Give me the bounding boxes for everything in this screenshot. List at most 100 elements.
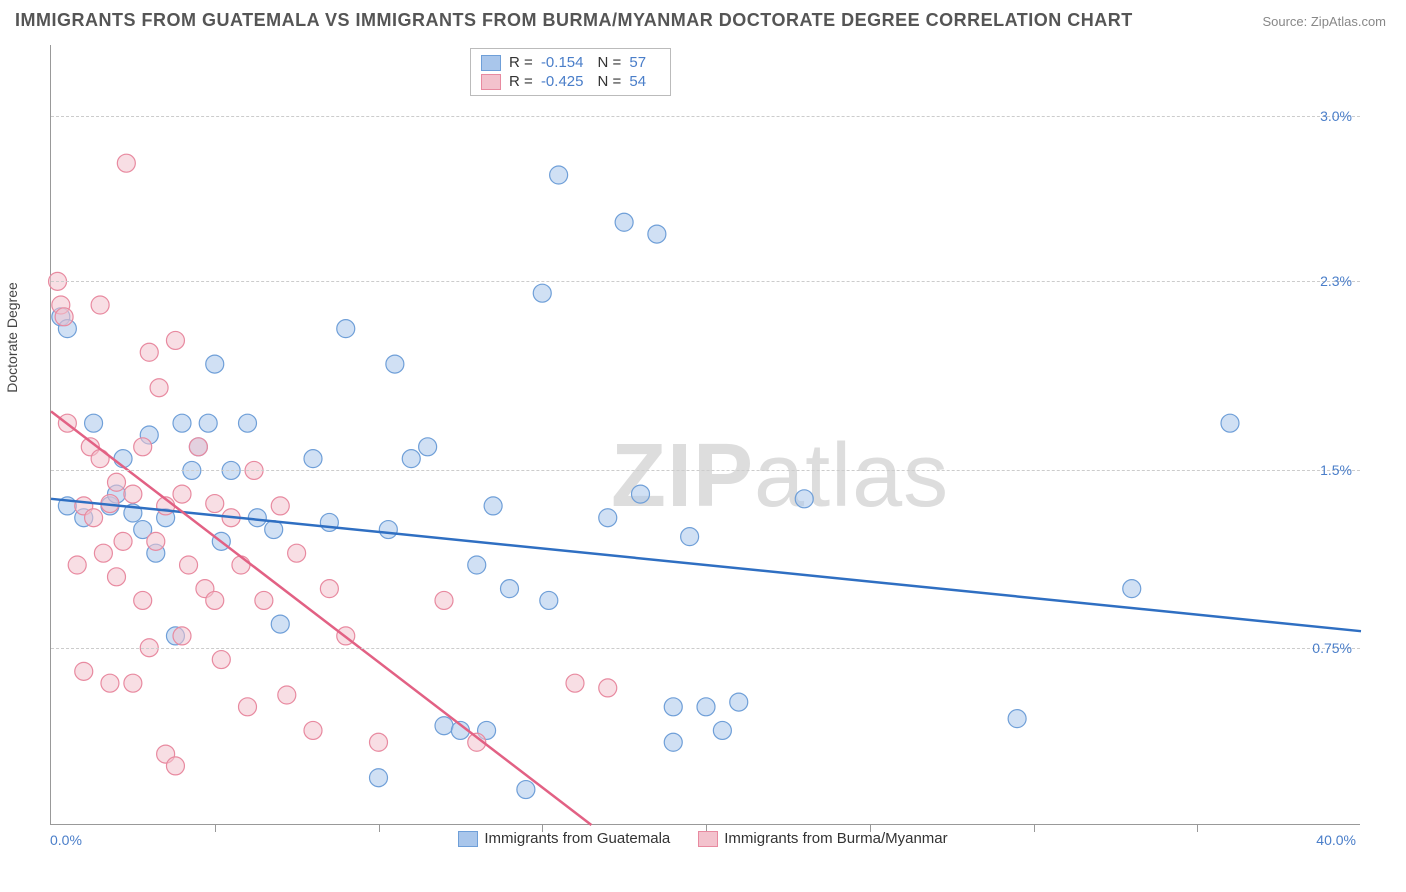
data-point bbox=[271, 497, 289, 515]
data-point bbox=[114, 450, 132, 468]
data-point bbox=[550, 166, 568, 184]
data-point bbox=[140, 343, 158, 361]
data-point bbox=[304, 450, 322, 468]
data-point bbox=[435, 717, 453, 735]
data-point bbox=[94, 544, 112, 562]
data-point bbox=[147, 532, 165, 550]
data-point bbox=[124, 674, 142, 692]
data-point bbox=[173, 485, 191, 503]
data-point bbox=[386, 355, 404, 373]
data-point bbox=[540, 591, 558, 609]
data-point bbox=[232, 556, 250, 574]
data-point bbox=[206, 495, 224, 513]
data-point bbox=[150, 379, 168, 397]
chart-title: IMMIGRANTS FROM GUATEMALA VS IMMIGRANTS … bbox=[15, 10, 1133, 31]
y-tick-label: 0.75% bbox=[1312, 640, 1352, 656]
data-point bbox=[320, 580, 338, 598]
data-point bbox=[566, 674, 584, 692]
series-legend-item: Immigrants from Burma/Myanmar bbox=[698, 830, 947, 847]
legend-swatch bbox=[481, 55, 501, 71]
data-point bbox=[517, 781, 535, 799]
data-point bbox=[239, 698, 257, 716]
data-point bbox=[288, 544, 306, 562]
y-tick-label: 2.3% bbox=[1320, 273, 1352, 289]
data-point bbox=[632, 485, 650, 503]
data-point bbox=[304, 721, 322, 739]
plot-area: ZIPatlas 0.75%1.5%2.3%3.0% bbox=[50, 45, 1360, 825]
data-point bbox=[1008, 710, 1026, 728]
data-point bbox=[664, 733, 682, 751]
y-axis-label: Doctorate Degree bbox=[4, 282, 20, 393]
data-point bbox=[124, 485, 142, 503]
series-legend: Immigrants from Guatemala Immigrants from… bbox=[0, 830, 1406, 851]
gridline bbox=[51, 116, 1360, 117]
data-point bbox=[173, 414, 191, 432]
data-point bbox=[337, 320, 355, 338]
correlation-legend: R = -0.154N = 57R = -0.425N = 54 bbox=[470, 48, 671, 96]
data-point bbox=[730, 693, 748, 711]
data-point bbox=[379, 521, 397, 539]
data-point bbox=[648, 225, 666, 243]
data-point bbox=[248, 509, 266, 527]
data-point bbox=[189, 438, 207, 456]
gridline bbox=[51, 470, 1360, 471]
data-point bbox=[664, 698, 682, 716]
legend-swatch bbox=[698, 831, 718, 847]
trend-line bbox=[51, 411, 591, 825]
legend-swatch bbox=[458, 831, 478, 847]
data-point bbox=[697, 698, 715, 716]
data-point bbox=[271, 615, 289, 633]
data-point bbox=[239, 414, 257, 432]
data-point bbox=[108, 473, 126, 491]
data-point bbox=[599, 509, 617, 527]
data-point bbox=[501, 580, 519, 598]
data-point bbox=[468, 556, 486, 574]
data-point bbox=[1123, 580, 1141, 598]
data-point bbox=[68, 556, 86, 574]
data-point bbox=[114, 532, 132, 550]
data-point bbox=[134, 591, 152, 609]
data-point bbox=[255, 591, 273, 609]
data-point bbox=[795, 490, 813, 508]
gridline bbox=[51, 648, 1360, 649]
series-legend-item: Immigrants from Guatemala bbox=[458, 830, 670, 847]
data-point bbox=[435, 591, 453, 609]
data-point bbox=[206, 355, 224, 373]
legend-row: R = -0.425N = 54 bbox=[481, 72, 660, 91]
data-point bbox=[108, 568, 126, 586]
legend-swatch bbox=[481, 74, 501, 90]
data-point bbox=[278, 686, 296, 704]
data-point bbox=[85, 414, 103, 432]
data-point bbox=[180, 556, 198, 574]
gridline bbox=[51, 281, 1360, 282]
series-name: Immigrants from Guatemala bbox=[484, 830, 670, 847]
data-point bbox=[117, 154, 135, 172]
data-point bbox=[212, 651, 230, 669]
data-point bbox=[75, 662, 93, 680]
y-tick-label: 1.5% bbox=[1320, 462, 1352, 478]
data-point bbox=[713, 721, 731, 739]
data-point bbox=[101, 674, 119, 692]
data-point bbox=[85, 509, 103, 527]
series-name: Immigrants from Burma/Myanmar bbox=[724, 830, 947, 847]
data-point bbox=[265, 521, 283, 539]
data-point bbox=[370, 769, 388, 787]
data-point bbox=[615, 213, 633, 231]
data-point bbox=[166, 757, 184, 775]
data-point bbox=[484, 497, 502, 515]
data-point bbox=[370, 733, 388, 751]
data-point bbox=[55, 308, 73, 326]
data-point bbox=[166, 331, 184, 349]
data-point bbox=[419, 438, 437, 456]
chart-svg bbox=[51, 45, 1360, 824]
data-point bbox=[402, 450, 420, 468]
data-point bbox=[134, 438, 152, 456]
y-tick-label: 3.0% bbox=[1320, 108, 1352, 124]
data-point bbox=[599, 679, 617, 697]
data-point bbox=[173, 627, 191, 645]
data-point bbox=[199, 414, 217, 432]
data-point bbox=[206, 591, 224, 609]
legend-row: R = -0.154N = 57 bbox=[481, 53, 660, 72]
data-point bbox=[91, 296, 109, 314]
data-point bbox=[1221, 414, 1239, 432]
